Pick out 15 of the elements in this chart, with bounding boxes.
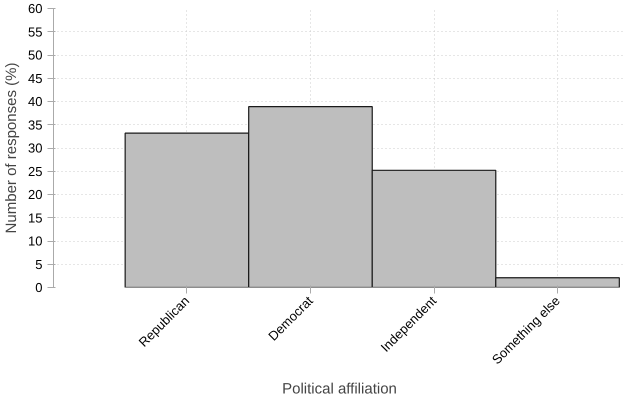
y-tick-label: 10 [28,234,43,248]
y-tick-label: 50 [28,48,43,62]
y-tick-label: 20 [28,187,43,202]
y-tick-label: 15 [28,210,43,226]
y-tick-label: 40 [28,94,43,109]
y-tick-label: 45 [28,70,43,86]
x-axis-title: Political affiliation [282,380,397,398]
y-tick-label: 60 [28,1,43,16]
y-tick-label: 5 [35,256,43,272]
y-tick-label: 55 [28,24,43,40]
y-axis-title: Number of responses (%) [3,62,20,234]
y-tick-label: 0 [35,280,43,295]
y-tick-label: 30 [28,140,43,156]
y-tick-label: 25 [28,164,43,179]
y-tick-label: 35 [28,117,43,132]
